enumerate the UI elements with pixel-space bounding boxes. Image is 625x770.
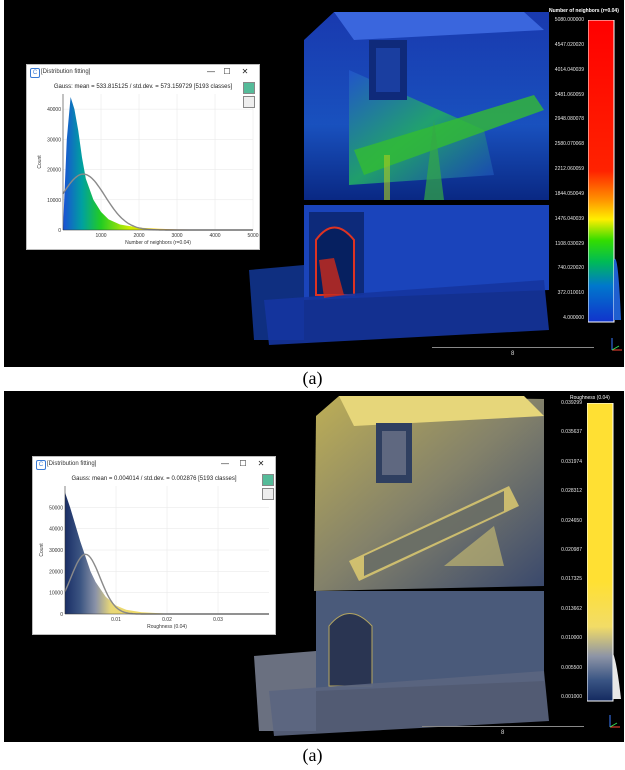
- y-tick-label: 20000: [47, 168, 61, 174]
- scale-tick-label: 0.005500: [561, 664, 582, 671]
- scale-tick-label: 0.020987: [561, 547, 582, 553]
- scale-ruler: [432, 347, 594, 348]
- y-tick-label: 30000: [47, 137, 61, 143]
- histogram-chart-b: Gauss: mean = 0.004014 / std.dev. = 0.00…: [39, 476, 269, 630]
- y-axis-label: Count: [39, 543, 45, 557]
- x-tick-label: 1000: [95, 233, 106, 239]
- scale-tick-label: 4.000000: [563, 315, 584, 321]
- scale-tick-label: 1108.030029: [555, 240, 584, 247]
- scale-tick-label: 4547.020020: [554, 41, 584, 48]
- y-tick-label: 0: [60, 612, 63, 618]
- viewport-panel-b[interactable]: C [Distribution fitting] — ☐ ✕ Gauss: me…: [4, 391, 624, 742]
- maximize-button[interactable]: ☐: [223, 67, 231, 76]
- scale-tick-label: 0.010000: [561, 635, 582, 642]
- viewport-panel-a[interactable]: C [Distribution fitting] — ☐ ✕ Gauss: me…: [4, 0, 624, 367]
- y-tick-label: 40000: [47, 107, 61, 113]
- y-tick-label: 20000: [49, 569, 63, 575]
- scale-tick-label: 3481.060059: [554, 91, 584, 98]
- dialog-title-bar[interactable]: C [Distribution fitting] — ☐ ✕: [33, 457, 275, 472]
- histogram-area: [63, 97, 253, 231]
- chart-title: Gauss: mean = 533.815125 / std.dev. = 57…: [54, 84, 233, 90]
- close-button[interactable]: ✕: [257, 459, 265, 468]
- y-axis-label: Count: [37, 155, 43, 169]
- export-image-icon[interactable]: [262, 474, 274, 486]
- x-tick-label: 2000: [133, 233, 144, 239]
- scale-tick-label: 0.035637: [561, 429, 582, 436]
- scale-tick-label: 0.031974: [561, 458, 582, 465]
- scale-tick-label: 0.013662: [561, 605, 582, 612]
- scale-tick-label: 2580.070068: [554, 141, 584, 148]
- x-tick-label: 0.01: [111, 617, 121, 623]
- dialog-title: [Distribution fitting]: [47, 461, 97, 467]
- color-scale-bar-a: [588, 20, 621, 323]
- scale-tick-label: 0.028312: [561, 488, 582, 495]
- scale-tick-label: 0.001000: [561, 694, 582, 700]
- histogram-area: [65, 492, 218, 614]
- caption-b: (a): [302, 745, 323, 765]
- close-button[interactable]: ✕: [241, 67, 249, 76]
- dialog-title: [Distribution fitting]: [41, 69, 91, 75]
- chart-title: Gauss: mean = 0.004014 / std.dev. = 0.00…: [72, 476, 237, 482]
- point-cloud-scene-b[interactable]: [4, 391, 624, 742]
- axis-triad-icon: [609, 715, 620, 728]
- maximize-button[interactable]: ☐: [239, 459, 247, 468]
- scale-tick-label: 1476.040039: [554, 215, 584, 222]
- scale-value: 8: [501, 730, 505, 736]
- scale-value: 8: [511, 351, 515, 357]
- export-image-icon[interactable]: [243, 82, 255, 94]
- y-tick-label: 30000: [49, 548, 63, 554]
- app-icon: C: [36, 460, 46, 470]
- x-axis-label: Number of neighbors (r=0.04): [125, 240, 191, 246]
- scale-bar-title: Roughness (0.04): [570, 395, 610, 401]
- minimize-button[interactable]: —: [221, 459, 229, 468]
- scale-tick-label: 1844.050049: [554, 190, 584, 197]
- scale-tick-label: 4014.040039: [554, 66, 584, 73]
- color-scale-bar-b: [587, 403, 621, 702]
- scale-tick-label: 740.020020: [557, 265, 584, 272]
- scale-tick-label: 0.017325: [561, 576, 582, 583]
- scale-tick-label: 0.039299: [561, 400, 582, 406]
- distribution-fitting-dialog-a[interactable]: C [Distribution fitting] — ☐ ✕ Gauss: me…: [26, 64, 260, 250]
- scale-ruler: [422, 726, 584, 727]
- scale-tick-label: 372.010010: [557, 290, 584, 297]
- x-tick-label: 3000: [171, 233, 182, 239]
- y-tick-label: 10000: [47, 198, 61, 204]
- scale-tick-label: 0.024650: [561, 517, 582, 524]
- distribution-fitting-dialog-b[interactable]: C [Distribution fitting] — ☐ ✕ Gauss: me…: [32, 456, 276, 635]
- y-tick-label: 0: [58, 228, 61, 234]
- x-axis-label: Roughness (0.04): [147, 624, 187, 630]
- edit-tool-icon[interactable]: [262, 488, 274, 500]
- x-tick-label: 5000: [247, 233, 258, 239]
- x-tick-label: 4000: [209, 233, 220, 239]
- histogram-chart-a: Gauss: mean = 533.815125 / std.dev. = 57…: [37, 84, 259, 246]
- caption-a: (a): [302, 368, 323, 388]
- point-cloud-scene-a[interactable]: [4, 0, 624, 367]
- dialog-title-bar[interactable]: C [Distribution fitting] — ☐ ✕: [27, 65, 259, 80]
- y-tick-label: 40000: [49, 527, 63, 533]
- minimize-button[interactable]: —: [207, 67, 215, 76]
- edit-tool-icon[interactable]: [243, 96, 255, 108]
- scale-tick-label: 2948.080078: [554, 116, 584, 123]
- axis-triad-icon: [611, 338, 622, 351]
- y-tick-label: 50000: [49, 505, 63, 511]
- x-tick-label: 0.02: [162, 617, 172, 623]
- app-icon: C: [30, 68, 40, 78]
- y-tick-label: 10000: [49, 591, 63, 597]
- scale-tick-label: 5080.000000: [554, 17, 584, 23]
- scale-tick-label: 2212.060059: [554, 166, 584, 172]
- scale-bar-title: Number of neighbors (r=0.04): [549, 8, 619, 14]
- x-tick-label: 0.03: [213, 617, 223, 623]
